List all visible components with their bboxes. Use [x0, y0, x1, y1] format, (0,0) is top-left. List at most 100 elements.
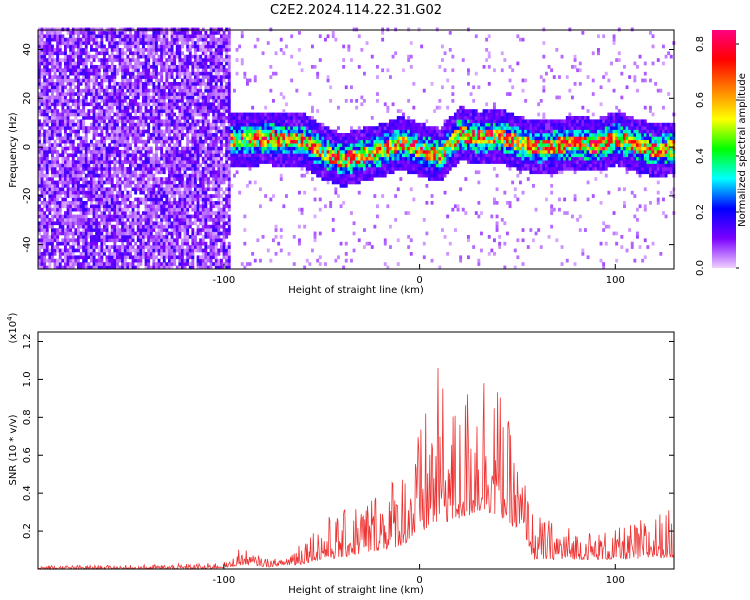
heatmap-cell [53, 143, 57, 147]
heatmap-cell [170, 75, 174, 79]
heatmap-cell [139, 218, 143, 222]
heatmap-cell [222, 214, 226, 219]
heatmap-cell [56, 133, 60, 137]
heatmap-cell [66, 214, 70, 219]
heatmap-cell [204, 65, 208, 69]
heatmap-cell [269, 65, 273, 69]
heatmap-cell [77, 180, 80, 185]
heatmap-cell [160, 255, 164, 260]
heatmap-cell [194, 146, 197, 151]
heatmap-cell [168, 51, 171, 56]
heatmap-cell [126, 255, 130, 260]
heatmap-cell [272, 112, 275, 117]
heatmap-cell [199, 139, 203, 144]
heatmap-cell [225, 85, 229, 90]
heatmap-cell [170, 68, 174, 73]
heatmap-cell [251, 126, 255, 130]
heatmap-cell [175, 27, 179, 32]
heatmap-cell [157, 262, 161, 266]
heatmap-cell [188, 78, 192, 83]
heatmap-cell [87, 150, 91, 154]
heatmap-cell [38, 146, 41, 151]
heatmap-cell [82, 61, 86, 66]
heatmap-cell [38, 214, 41, 219]
heatmap-cell [235, 139, 239, 144]
heatmap-cell [261, 156, 265, 161]
heatmap-cell [77, 129, 80, 134]
heatmap-cell [168, 48, 171, 52]
heatmap-cell [188, 221, 192, 226]
heatmap-cell [126, 194, 130, 198]
heatmap-cell [142, 129, 145, 134]
heatmap-cell [157, 48, 161, 52]
heatmap-cell [191, 238, 195, 243]
heatmap-cell [243, 265, 247, 270]
heatmap-cell [45, 238, 49, 243]
heatmap-cell [256, 139, 260, 144]
heatmap-cell [77, 34, 80, 39]
heatmap-cell [222, 68, 226, 73]
heatmap-cell [126, 116, 130, 120]
heatmap-cell [157, 184, 161, 188]
heatmap-cell [121, 126, 125, 130]
heatmap-cell [175, 133, 179, 137]
heatmap-cell [74, 187, 78, 192]
heatmap-cell [105, 245, 109, 249]
heatmap-cell [116, 68, 119, 73]
heatmap-cell [178, 133, 182, 137]
heatmap-cell [168, 245, 171, 249]
heatmap-cell [199, 65, 203, 69]
heatmap-cell [95, 116, 99, 120]
heatmap-cell [121, 139, 125, 144]
heatmap-cell [84, 51, 88, 56]
heatmap-cell [108, 180, 112, 185]
heatmap-cell [214, 75, 218, 79]
heatmap-cell [142, 180, 145, 185]
heatmap-cell [84, 71, 88, 76]
heatmap-cell [66, 92, 70, 96]
heatmap-cell [40, 99, 44, 103]
heatmap-cell [183, 92, 187, 96]
heatmap-cell [97, 143, 101, 147]
heatmap-cell [92, 194, 96, 198]
heatmap-cell [248, 163, 252, 168]
heatmap-cell [220, 92, 223, 96]
heatmap-cell [147, 238, 151, 243]
heatmap-cell [147, 37, 151, 42]
heatmap-cell [188, 61, 192, 66]
heatmap-cell [227, 112, 231, 117]
heatmap-cell [243, 133, 247, 137]
heatmap-cell [162, 92, 166, 96]
heatmap-cell [238, 44, 242, 49]
heatmap-cell [131, 214, 135, 219]
heatmap-cell [149, 54, 153, 59]
heatmap-cell [116, 146, 119, 151]
heatmap-cell [45, 139, 49, 144]
heatmap-cell [105, 163, 109, 168]
heatmap-cell [225, 126, 229, 130]
heatmap-cell [152, 71, 156, 76]
heatmap-cell [225, 92, 229, 96]
heatmap-cell [74, 37, 78, 42]
heatmap-cell [175, 105, 179, 110]
heatmap-cell [264, 143, 268, 147]
heatmap-cell [292, 122, 296, 127]
heatmap-cell [116, 119, 119, 124]
heatmap-cell [272, 129, 275, 134]
heatmap-cell [227, 75, 231, 79]
heatmap-cell [118, 238, 122, 243]
heatmap-cell [92, 255, 96, 260]
heatmap-cell [95, 207, 99, 212]
heatmap-cell [201, 194, 205, 198]
heatmap-cell [235, 136, 239, 141]
heatmap-cell [45, 190, 49, 195]
heatmap-cell [165, 265, 169, 270]
heatmap-cell [108, 37, 112, 42]
heatmap-cell [173, 167, 177, 171]
heatmap-cell [183, 116, 187, 120]
heatmap-cell [103, 252, 106, 256]
heatmap-cell [225, 102, 229, 107]
heatmap-cell [131, 27, 135, 32]
heatmap-cell [178, 184, 182, 188]
heatmap-cell [38, 51, 41, 56]
